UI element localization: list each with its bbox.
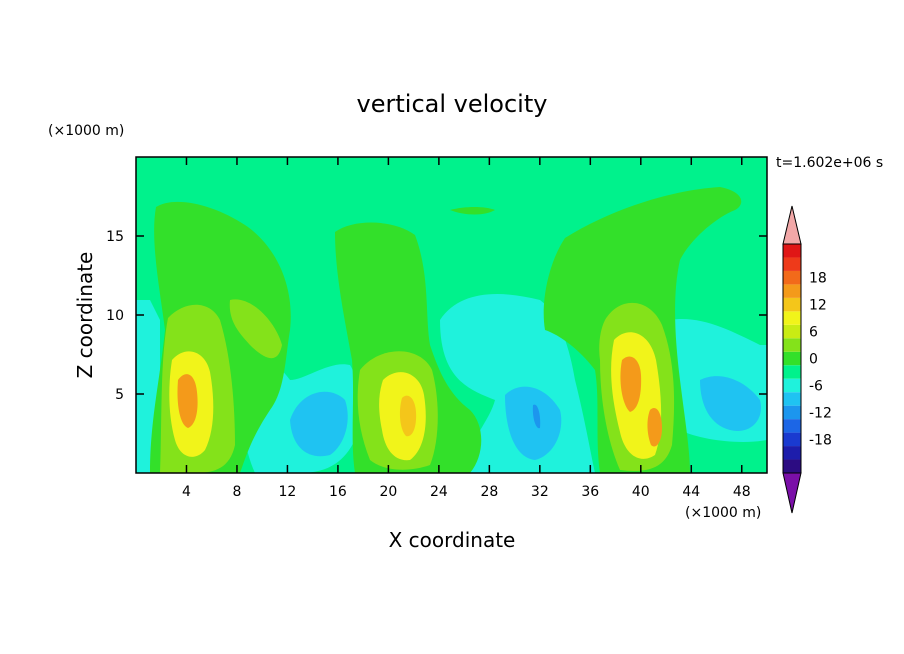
y-tick-label: 15 [106, 229, 124, 245]
colorbar-tick-label: 12 [809, 298, 827, 314]
x-axis-label: X coordinate [389, 528, 516, 552]
colorbar-band [783, 378, 801, 393]
x-tick-label: 4 [182, 484, 191, 500]
downdraft-core-3 [700, 376, 761, 431]
chart-title: vertical velocity [357, 90, 548, 118]
colorbar-band [783, 311, 801, 325]
colorbar-tick-label: 0 [809, 352, 818, 368]
x-tick-label: 20 [379, 484, 397, 500]
x-tick-label: 24 [430, 484, 448, 500]
colorbar-band [783, 446, 801, 460]
x-tick-label: 12 [279, 484, 297, 500]
x-tick-label: 48 [733, 484, 751, 500]
y-tick-label: 10 [106, 308, 124, 324]
updraft-core-right [620, 356, 642, 412]
colorbar-tick-label: 18 [809, 271, 827, 287]
colorbar-band [783, 338, 801, 352]
x-tick-label: 28 [480, 484, 498, 500]
colorbar-frame [782, 243, 802, 474]
x-tick-label: 36 [581, 484, 599, 500]
x-tick-label: 40 [632, 484, 650, 500]
contour-field [136, 157, 767, 473]
y-axis-unit: (×1000 m) [48, 123, 124, 139]
colorbar-band [783, 257, 801, 271]
colorbar-band [783, 324, 801, 339]
colorbar-band [783, 405, 801, 420]
updraft-core-mid [399, 395, 417, 437]
colorbar-arrow-max [782, 205, 802, 245]
colorbar-tick-label: -6 [809, 378, 823, 394]
x-axis-unit: (×1000 m) [685, 505, 761, 521]
y-axis: 5 10 15 [106, 229, 767, 403]
plume-cap [450, 207, 495, 215]
colorbar-band [783, 392, 801, 406]
colorbar-tick-label: -18 [809, 432, 832, 448]
x-tick-label: 16 [329, 484, 347, 500]
y-tick-label: 5 [115, 387, 124, 403]
x-tick-label: 44 [682, 484, 700, 500]
updraft-left-arm [229, 299, 282, 359]
updraft-core-right-2 [647, 408, 662, 447]
x-tick-label: 8 [232, 484, 241, 500]
colorbar-band [783, 270, 801, 285]
colorbar-band [783, 459, 801, 473]
colorbar-band [783, 244, 801, 258]
colorbar-band [783, 297, 801, 312]
colorbar-tick-label: -12 [809, 405, 832, 421]
downdraft-core-2 [505, 386, 562, 460]
time-label: t=1.602e+06 s [776, 155, 883, 171]
colorbar-band [783, 365, 801, 379]
colorbar: 18 12 6 0 -6 -12 -18 [782, 205, 832, 514]
x-tick-label: 32 [531, 484, 549, 500]
colorbar-band [783, 351, 801, 366]
colorbar-tick-label: 6 [809, 325, 818, 341]
colorbar-arrow-min [782, 472, 802, 514]
y-axis-label: Z coordinate [73, 252, 97, 379]
colorbar-band [783, 432, 801, 447]
x-axis: 4 8 12 16 20 24 28 32 36 40 44 48 [182, 157, 751, 500]
updraft-core-left [177, 374, 198, 428]
colorbar-band [783, 284, 801, 298]
downdraft-peak-2 [532, 404, 541, 429]
colorbar-band [783, 419, 801, 433]
downdraft-core-1 [290, 391, 348, 457]
